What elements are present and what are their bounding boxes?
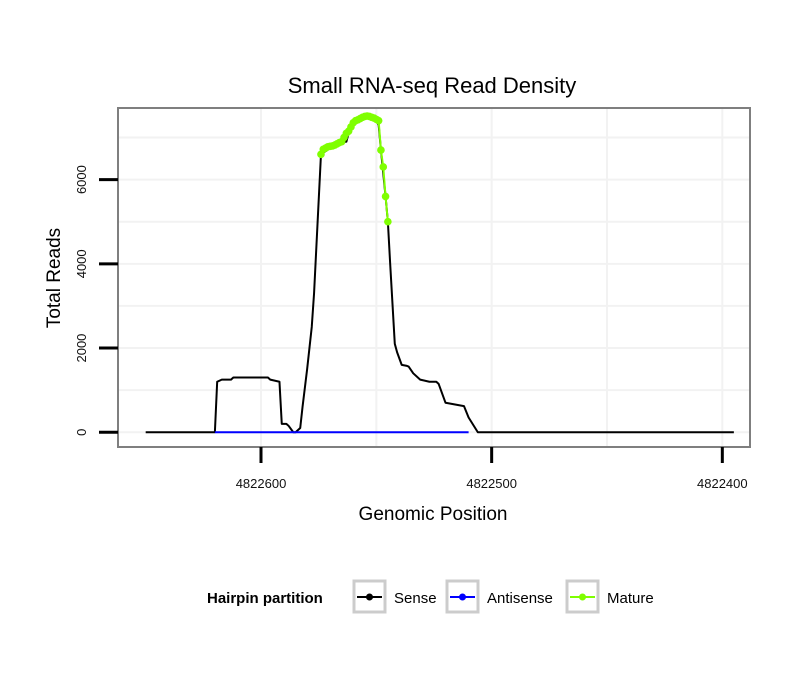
chart-title: Small RNA-seq Read Density [288,73,577,98]
x-axis: 4822600 4822500 4822400 [236,447,748,491]
y-tick-label: 2000 [74,334,89,363]
x-axis-title: Genomic Position [359,504,508,525]
mature-point [374,116,383,125]
y-tick-label: 4000 [74,249,89,278]
mature-point [379,163,388,171]
legend-item-sense: Sense [352,579,437,614]
mature-point [384,217,392,226]
legend-item-antisense: Antisense [445,579,553,614]
legend: Hairpin partition Sense Antisense Mature [207,579,654,614]
legend-label: Sense [394,590,437,607]
mature-point [377,146,385,154]
legend-label: Antisense [487,590,553,607]
legend-title: Hairpin partition [207,590,323,607]
y-tick-label: 6000 [74,165,89,194]
series-layer [145,112,734,434]
x-tick-label: 4822500 [466,476,517,491]
legend-label: Mature [607,590,654,607]
legend-items: Sense Antisense Mature [352,579,654,614]
y-axis-title: Total Reads [44,228,65,328]
x-tick-label: 4822600 [236,476,287,491]
legend-key-point [459,593,466,601]
y-axis: 0 2000 4000 6000 [74,165,118,436]
legend-key-point [366,593,373,601]
legend-item-mature: Mature [565,579,654,614]
legend-key-point [579,593,586,601]
x-tick-label: 4822400 [697,476,748,491]
plot-panel [117,107,751,448]
y-tick-label: 0 [74,429,89,436]
mature-point [381,192,390,201]
